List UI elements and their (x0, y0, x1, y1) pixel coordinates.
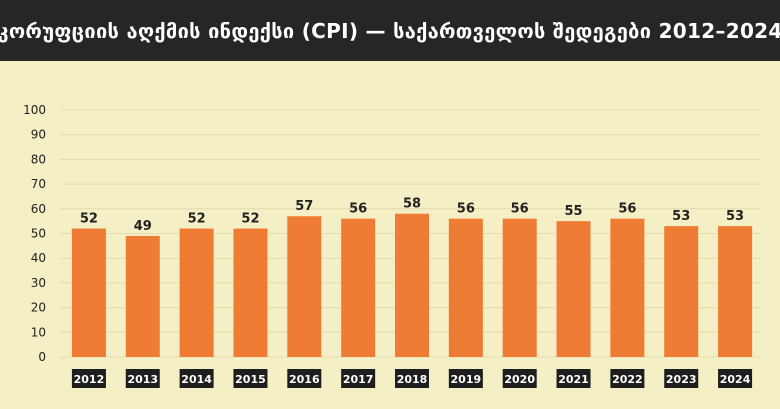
y-tick-label: 20 (31, 301, 46, 315)
bar-2015 (233, 228, 268, 357)
x-tick-label-2017: 2017 (343, 373, 374, 386)
y-tick-label: 0 (38, 350, 46, 364)
bar-2012 (71, 228, 106, 357)
bars (71, 213, 753, 357)
x-tick-badge-2015 (233, 369, 268, 388)
x-tick-label-2019: 2019 (451, 373, 482, 386)
x-tick-label-2012: 2012 (74, 373, 105, 386)
bar-2021 (556, 221, 591, 357)
bar-2024 (718, 226, 753, 357)
y-tick-label: 30 (31, 276, 46, 290)
y-tick-label: 80 (31, 152, 46, 166)
y-tick-label: 100 (23, 103, 46, 117)
x-tick-badge-2017 (341, 369, 376, 388)
y-tick-label: 50 (31, 227, 46, 241)
value-label-2013: 49 (134, 219, 152, 234)
x-tick-label-2014: 2014 (181, 373, 212, 386)
bar-2023 (664, 226, 699, 357)
x-tick-badge-2024 (718, 369, 753, 388)
bar-2018 (395, 213, 429, 357)
x-tick-label-2018: 2018 (397, 373, 428, 386)
value-labels: 52 49 52 52 57 56 58 56 56 55 56 53 53 (80, 197, 744, 234)
x-tick-label-2021: 2021 (558, 373, 589, 386)
value-label-2016: 57 (295, 199, 313, 214)
bar-2022 (610, 218, 645, 357)
value-label-2019: 56 (457, 202, 475, 217)
x-tick-badge-2016 (287, 369, 322, 388)
value-label-2020: 56 (511, 202, 529, 217)
value-label-2023: 53 (672, 209, 690, 224)
y-tick-label: 70 (31, 177, 46, 191)
x-tick-label-2015: 2015 (235, 373, 266, 386)
x-tick-badge-2022 (610, 369, 645, 388)
chart-title: კორუფციის აღქმის ინდექსი (CPI) — საქართვ… (0, 18, 780, 43)
x-tick-label-2016: 2016 (289, 373, 320, 386)
x-tick-badge-2018 (395, 369, 429, 388)
x-tick-badge-2023 (664, 369, 699, 388)
bar-2016 (287, 216, 322, 357)
x-tick-badge-2020 (502, 369, 537, 388)
bar-2014 (179, 228, 214, 357)
value-label-2015: 52 (241, 212, 259, 227)
x-tick-label-2013: 2013 (127, 373, 158, 386)
y-axis-ticks: 0 10 20 30 40 50 60 70 80 90 100 (23, 103, 46, 364)
bar-2019 (448, 218, 483, 357)
value-label-2022: 56 (618, 202, 636, 217)
x-axis-ticks: 2012 2013 2014 2015 2016 2017 2018 2019 2020 2021… (71, 369, 753, 388)
chart-header: კორუფციის აღქმის ინდექსი (CPI) — საქართვ… (0, 0, 780, 61)
x-tick-label-2024: 2024 (720, 373, 751, 386)
value-label-2014: 52 (188, 212, 206, 227)
x-tick-label-2023: 2023 (666, 373, 697, 386)
y-tick-label: 40 (31, 251, 46, 265)
x-tick-badge-2012 (71, 369, 106, 388)
x-tick-badge-2019 (448, 369, 483, 388)
value-label-2017: 56 (349, 202, 367, 217)
x-tick-badge-2021 (556, 369, 591, 388)
y-tick-label: 10 (31, 325, 46, 339)
bar-2013 (125, 235, 160, 357)
x-tick-badge-2014 (179, 369, 214, 388)
value-label-2012: 52 (80, 212, 98, 227)
x-tick-label-2020: 2020 (504, 373, 535, 386)
y-tick-label: 60 (31, 202, 46, 216)
bar-2017 (341, 218, 376, 357)
value-label-2021: 55 (564, 204, 582, 219)
x-tick-label-2022: 2022 (612, 373, 643, 386)
y-tick-label: 90 (31, 128, 46, 142)
value-label-2018: 58 (403, 197, 421, 212)
bar-2020 (502, 218, 537, 357)
x-tick-badge-2013 (125, 369, 160, 388)
value-label-2024: 53 (726, 209, 744, 224)
